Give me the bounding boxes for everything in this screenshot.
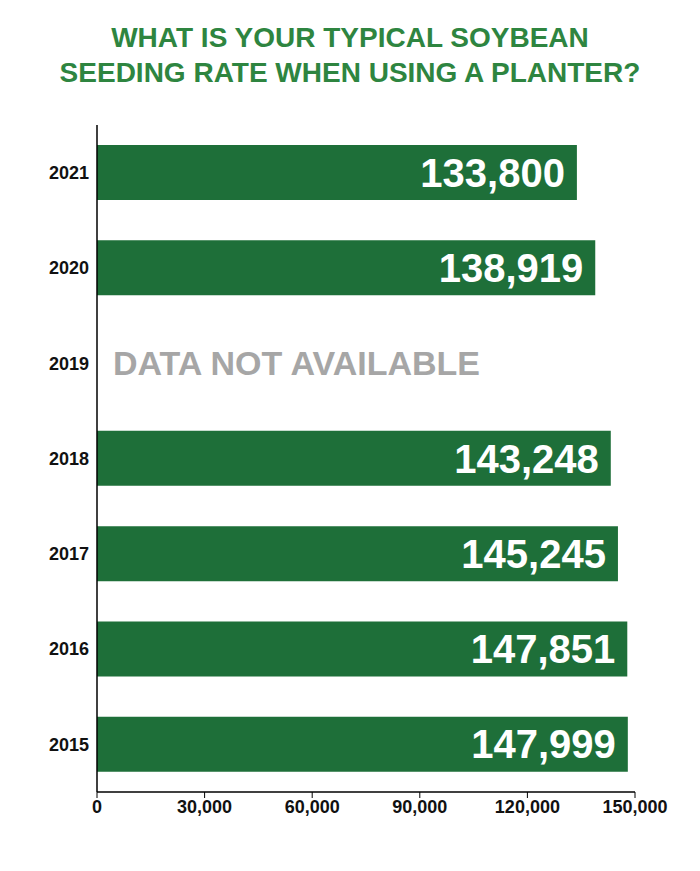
- svg-text:143,248: 143,248: [454, 437, 599, 481]
- svg-text:0: 0: [92, 797, 102, 817]
- svg-text:2016: 2016: [49, 639, 89, 659]
- svg-text:90,000: 90,000: [392, 797, 447, 817]
- svg-text:147,851: 147,851: [471, 627, 616, 671]
- svg-text:147,999: 147,999: [471, 722, 616, 766]
- svg-text:2021: 2021: [49, 163, 89, 183]
- svg-text:150,000: 150,000: [602, 797, 667, 817]
- svg-text:145,245: 145,245: [461, 532, 606, 576]
- html-text:WHAT IS YOUR TYPICAL SOYBEAN S: WHAT IS YOUR TYPICAL SOYBEAN SEEDING RAT…: [59, 22, 641, 88]
- svg-text:133,800: 133,800: [420, 151, 565, 195]
- svg-text:2015: 2015: [49, 735, 89, 755]
- svg-text:2020: 2020: [49, 258, 89, 278]
- svg-text:138,919: 138,919: [439, 246, 584, 290]
- svg-text:2019: 2019: [49, 354, 89, 374]
- svg-text:2017: 2017: [49, 544, 89, 564]
- svg-text:30,000: 30,000: [177, 797, 232, 817]
- svg-text:DATA NOT AVAILABLE: DATA NOT AVAILABLE: [113, 344, 480, 382]
- svg-text:120,000: 120,000: [495, 797, 560, 817]
- svg-text:60,000: 60,000: [285, 797, 340, 817]
- svg-text:2018: 2018: [49, 449, 89, 469]
